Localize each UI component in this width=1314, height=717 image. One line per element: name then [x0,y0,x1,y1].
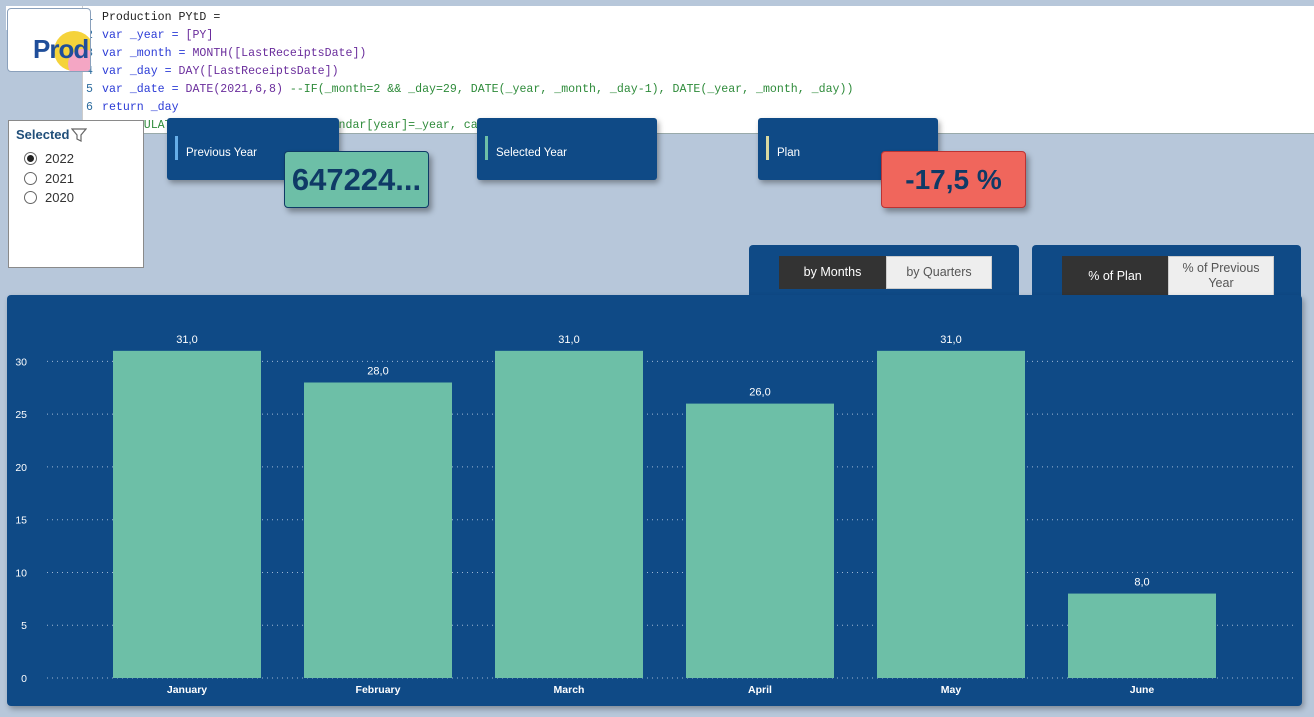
x-tick-label: March [554,684,585,696]
kpi-accent [175,136,178,160]
kpi-selected-year: Selected Year [477,118,657,180]
logo-blob-pink [68,49,90,71]
x-tick-label: April [748,684,772,696]
data-label: 31,0 [940,334,961,346]
y-tick-label: 0 [21,673,27,685]
data-label: 28,0 [367,365,388,377]
period-toggle-panel: by Months by Quarters [749,245,1019,297]
pct-of-previous-year-button[interactable]: % of Previous Year [1168,256,1274,296]
code-token: DAY([LastReceiptsDate]) [178,65,339,78]
bar [686,403,834,678]
data-label: 8,0 [1134,577,1149,589]
slicer-option-label: 2021 [45,171,74,186]
logo: Prod [7,8,91,72]
kpi-label: Previous Year [186,147,257,159]
formula-editor[interactable]: 1Production PYtD =2var _year = [PY]3var … [82,6,1314,134]
data-label: 31,0 [558,334,579,346]
y-tick-label: 30 [15,356,27,368]
y-tick-label: 25 [15,409,27,421]
code-token: Production PYtD = [102,11,221,24]
code-token: MONTH([LastReceiptsDate]) [192,47,367,60]
y-tick-label: 5 [21,620,27,632]
code-line: 3var _month = MONTH([LastReceiptsDate]) [83,45,1314,63]
radio[interactable] [24,172,37,185]
slicer-option-2022[interactable]: 2022 [24,151,74,166]
monthly-bar-chart-panel: 0 5 10 15 20 25 30 31,0 January 28,0 February 31,0 M… [7,295,1302,706]
code-line: 4 var _day = DAY([LastReceiptsDate]) [83,63,1314,81]
slicer-option-2021[interactable]: 2021 [24,171,74,186]
year-slicer[interactable]: Selected 2022 2021 2020 [8,120,144,268]
data-label: 26,0 [749,387,770,399]
code-line: 6 return _day [83,99,1314,117]
y-tick-label: 10 [15,567,27,579]
radio-selected[interactable] [24,152,37,165]
kpi-accent [485,136,488,160]
slicer-option-label: 2022 [45,151,74,166]
bar-chart: 0 5 10 15 20 25 30 31,0 January 28,0 February 31,0 M… [15,334,1295,696]
x-tick-label: January [167,684,207,696]
pct-of-plan-button[interactable]: % of Plan [1062,256,1168,296]
code-token: [PY] [185,29,214,42]
line-number: 6 [86,101,93,114]
by-quarters-button[interactable]: by Quarters [886,256,992,289]
code-token: --IF(_month=2 && _day=29, DATE(_year, _m… [289,83,854,96]
compare-toggle-panel: % of Plan % of Previous Year [1032,245,1301,297]
bar [113,350,261,678]
code-token: var _date = [102,83,186,96]
bar [877,350,1025,678]
y-tick-label: 20 [15,462,27,474]
x-tick-label: February [356,684,401,696]
kpi-previous-year: Previous Year [167,118,339,180]
filter-icon[interactable] [70,128,88,145]
plan-diff-badge: -17,5 % [881,151,1026,208]
code-token: DATE(2021,6,8) [185,83,290,96]
code-token: var _day = [102,65,179,78]
kpi-accent [766,136,769,160]
previous-year-value-badge: 647224... [284,151,429,208]
code-line: 2var _year = [PY] [83,27,1314,45]
logo-text: Prod [33,34,89,64]
code-token: var _month = [102,47,193,60]
slicer-option-2020[interactable]: 2020 [24,190,74,205]
slicer-title: Selected [16,127,70,142]
by-months-button[interactable]: by Months [779,256,886,289]
radio[interactable] [24,191,37,204]
bar [304,382,452,678]
x-tick-label: May [941,684,962,696]
kpi-label: Plan [777,147,801,159]
slicer-option-label: 2020 [45,190,74,205]
bar [1068,593,1216,678]
data-label: 31,0 [176,334,197,346]
line-number: 4 [86,65,93,78]
formula-bar: ✕ ✓ 1Production PYtD =2var _year = [PY]3… [0,0,1314,134]
code-token: return _day [102,101,179,114]
bar [495,350,643,678]
kpi-label: Selected Year [496,147,567,159]
x-tick-label: June [1130,684,1155,696]
y-tick-label: 15 [15,515,27,527]
code-token: var _year = [102,29,186,42]
line-number: 5 [86,83,93,96]
code-line: 1Production PYtD = [83,9,1314,27]
code-line: 5 var _date = DATE(2021,6,8) --IF(_month=… [83,81,1314,99]
